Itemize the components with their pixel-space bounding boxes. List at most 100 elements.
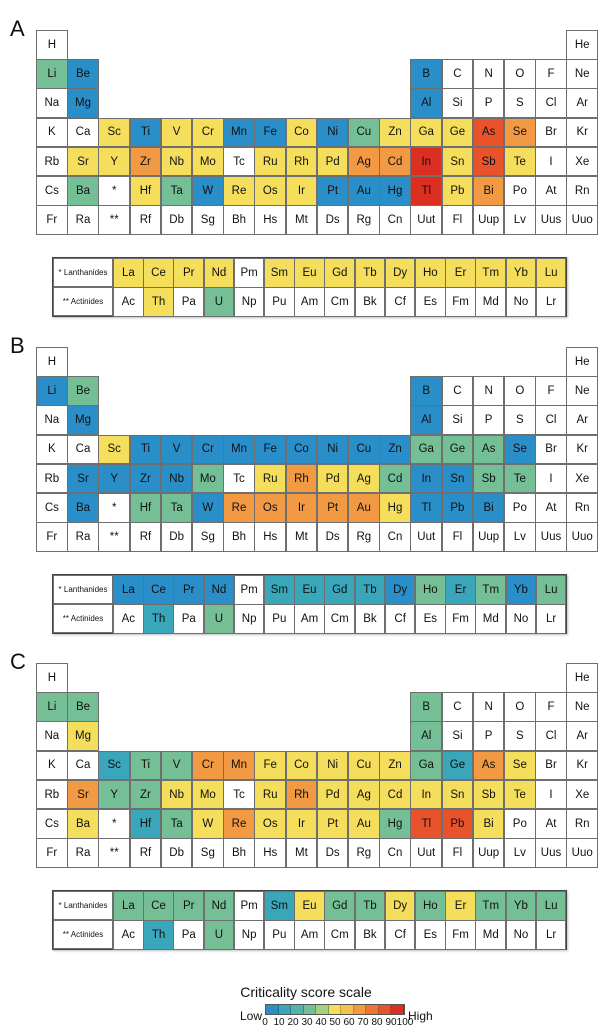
element-cell: Po bbox=[504, 493, 536, 523]
element-cell: Se bbox=[504, 750, 536, 781]
actinide-cell: Pa bbox=[173, 604, 205, 634]
element-cell: Hs bbox=[254, 205, 287, 235]
element-cell: B bbox=[410, 692, 443, 722]
element-cell: Mo bbox=[192, 463, 224, 494]
element-cell: Zn bbox=[379, 117, 411, 148]
element-cell: P bbox=[472, 88, 505, 119]
element-cell: Ta bbox=[160, 176, 193, 206]
element-cell: Uut bbox=[410, 205, 443, 235]
element-cell: Fr bbox=[36, 838, 68, 868]
element-cell: Uut bbox=[410, 522, 443, 552]
element-cell: Zr bbox=[129, 146, 162, 177]
element-cell: Cl bbox=[535, 88, 567, 119]
element-cell: At bbox=[535, 809, 567, 839]
actinide-cell: Es bbox=[415, 287, 446, 317]
element-cell: Co bbox=[285, 117, 318, 148]
element-cell: V bbox=[160, 434, 193, 465]
element-cell: Xe bbox=[566, 779, 599, 810]
element-cell: Fl bbox=[441, 205, 474, 235]
lanthanide-cell: Ce bbox=[143, 258, 174, 288]
lanthanide-cell: Pr bbox=[173, 575, 205, 605]
actinide-cell: Cf bbox=[384, 604, 416, 634]
actinide-cell: Th bbox=[143, 287, 174, 317]
element-cell: Zn bbox=[379, 750, 411, 781]
element-cell: Li bbox=[36, 692, 68, 722]
element-cell: Ni bbox=[316, 117, 349, 148]
element-cell: Fl bbox=[441, 838, 474, 868]
actinide-cell: Bk bbox=[354, 604, 386, 634]
element-cell: Ge bbox=[441, 750, 474, 781]
element-cell: Rh bbox=[285, 779, 318, 810]
element-cell: K bbox=[36, 117, 68, 148]
element-cell: Fe bbox=[254, 750, 287, 781]
element-cell: Ru bbox=[254, 146, 287, 177]
element-cell: B bbox=[410, 59, 443, 89]
element-cell: Cs bbox=[36, 809, 68, 839]
element-cell: Ds bbox=[316, 205, 349, 235]
actinide-cell: Pa bbox=[173, 920, 205, 950]
actinide-cell: Lr bbox=[535, 604, 567, 634]
actinide-cell: Bk bbox=[354, 287, 386, 317]
element-cell: Sn bbox=[441, 146, 474, 177]
element-cell: C bbox=[441, 376, 474, 406]
lanthanide-cell: Er bbox=[445, 258, 476, 288]
element-cell: Rb bbox=[36, 463, 68, 494]
scale-color-bar bbox=[265, 1004, 405, 1015]
lanthanide-cell: Tm bbox=[475, 258, 507, 288]
actinide-cell: Bk bbox=[354, 920, 386, 950]
element-cell: I bbox=[535, 463, 567, 494]
lanthanide-cell: Eu bbox=[294, 258, 325, 288]
actinide-cell: Md bbox=[475, 920, 507, 950]
element-cell: H bbox=[36, 663, 68, 693]
element-cell: Ca bbox=[67, 750, 99, 781]
actinide-cell: Ac bbox=[113, 287, 144, 317]
element-cell: Sb bbox=[472, 146, 505, 177]
lanthanide-cell: Lu bbox=[535, 891, 567, 921]
element-cell: Mt bbox=[285, 205, 318, 235]
element-cell: Cn bbox=[379, 838, 411, 868]
element-cell: C bbox=[441, 692, 474, 722]
lanthanide-cell: Nd bbox=[203, 891, 235, 921]
element-cell: Re bbox=[223, 809, 255, 839]
element-cell: At bbox=[535, 176, 567, 206]
element-cell: Uuo bbox=[566, 522, 599, 552]
actinide-cell: Np bbox=[233, 287, 265, 317]
element-cell: Hg bbox=[379, 176, 411, 206]
element-cell: Mg bbox=[67, 88, 99, 119]
element-cell: S bbox=[504, 88, 536, 119]
element-cell: Rf bbox=[129, 838, 162, 868]
lanthanides-label: * Lanthanides bbox=[53, 575, 113, 604]
element-cell: Rg bbox=[348, 838, 380, 868]
element-cell: Y bbox=[98, 463, 131, 494]
scale-swatch bbox=[266, 1005, 279, 1014]
element-cell: Xe bbox=[566, 146, 599, 177]
element-cell: Cr bbox=[192, 750, 224, 781]
element-cell: F bbox=[535, 376, 567, 406]
lanthanide-cell: Ce bbox=[143, 891, 174, 921]
element-cell: Cr bbox=[192, 117, 224, 148]
element-cell: Si bbox=[441, 721, 474, 752]
element-cell: Db bbox=[160, 205, 193, 235]
element-cell: Tl bbox=[410, 809, 443, 839]
element-cell: Cu bbox=[348, 750, 380, 781]
element-cell: Cn bbox=[379, 205, 411, 235]
actinide-cell: Pu bbox=[264, 287, 295, 317]
scale-tick-label: 50 bbox=[329, 1017, 341, 1028]
element-cell: Uus bbox=[535, 205, 567, 235]
element-cell: W bbox=[192, 176, 224, 206]
actinide-cell: Lr bbox=[535, 287, 567, 317]
element-cell: Se bbox=[504, 117, 536, 148]
element-cell: Ir bbox=[285, 176, 318, 206]
element-cell: Mn bbox=[223, 434, 255, 465]
element-cell: Tl bbox=[410, 493, 443, 523]
element-cell: W bbox=[192, 809, 224, 839]
element-cell: Pt bbox=[316, 493, 349, 523]
scale-swatch bbox=[341, 1005, 354, 1014]
lanthanide-cell: Dy bbox=[384, 258, 416, 288]
element-cell: Cd bbox=[379, 779, 411, 810]
element-cell: Mg bbox=[67, 405, 99, 436]
element-cell: Sn bbox=[441, 779, 474, 810]
element-cell: Ba bbox=[67, 809, 99, 839]
element-cell: Lv bbox=[504, 205, 536, 235]
element-cell: Ir bbox=[285, 493, 318, 523]
